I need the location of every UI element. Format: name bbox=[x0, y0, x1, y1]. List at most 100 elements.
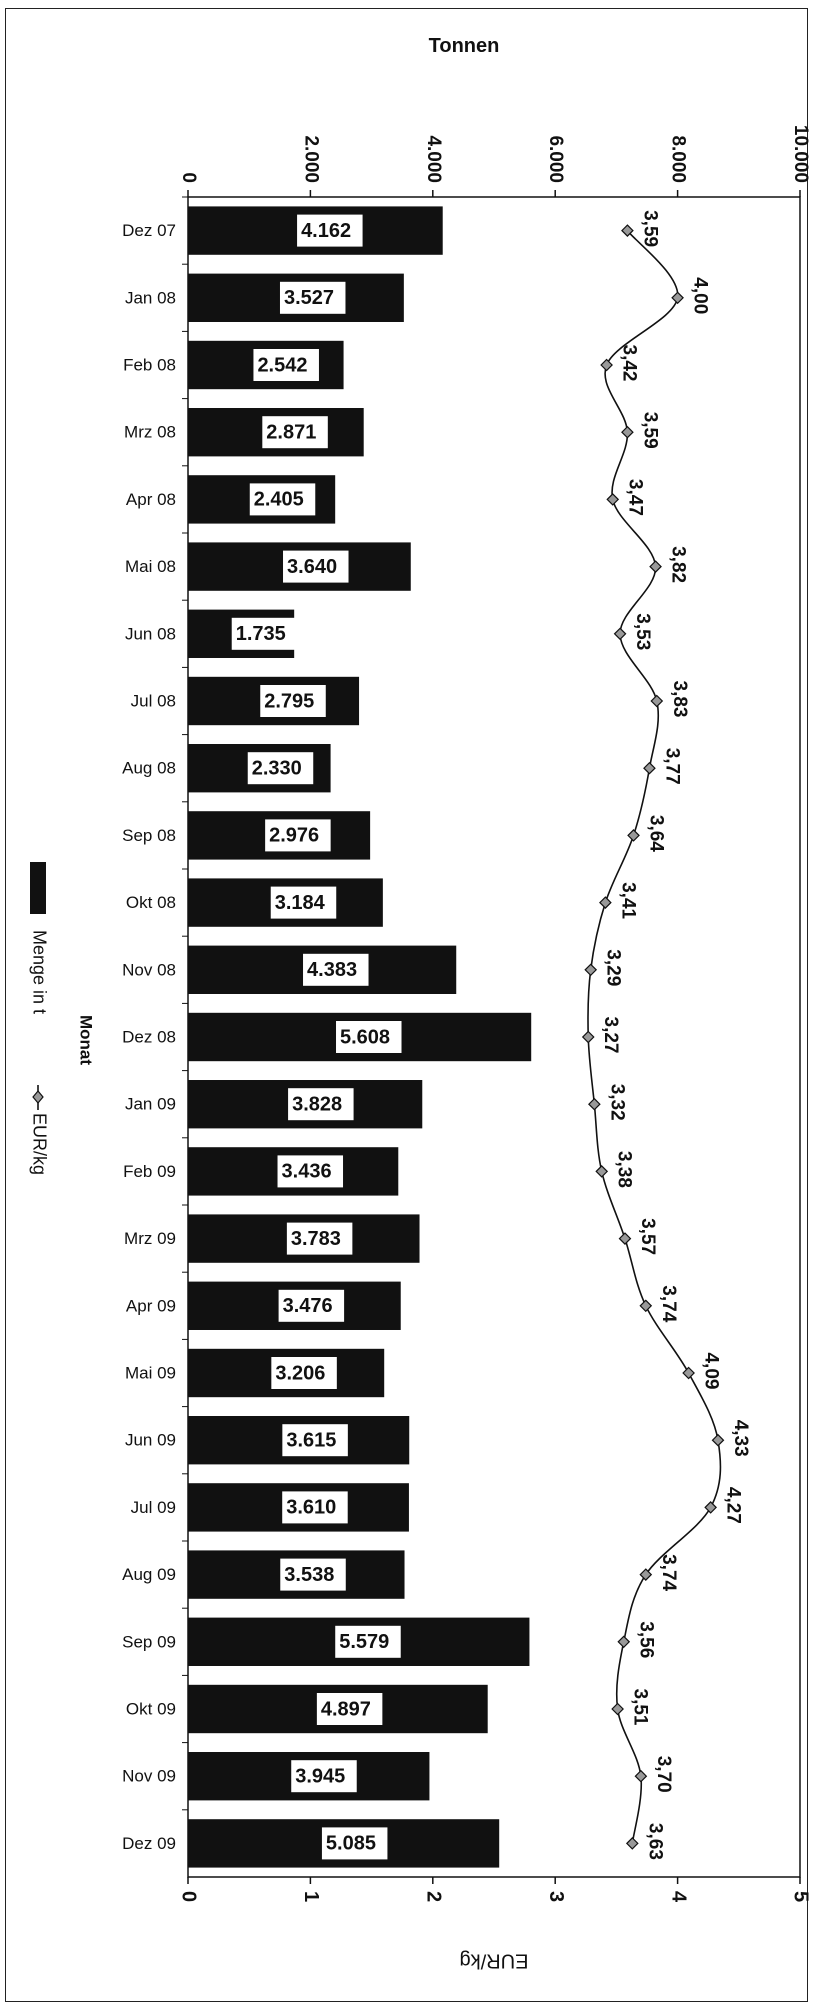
bar-value-label: 5.579 bbox=[339, 1631, 389, 1653]
bottom-axis-title: EUR/kg bbox=[460, 1950, 529, 1972]
bottom-axis-tick-label: 1 bbox=[300, 1891, 322, 1902]
bar-value-label: 5.085 bbox=[326, 1833, 376, 1855]
bar-label-background bbox=[283, 550, 349, 583]
category-label: Okt 08 bbox=[126, 893, 176, 912]
bar-value-label: 2.542 bbox=[257, 354, 307, 376]
eur-kg-value-label: 3,56 bbox=[636, 1621, 657, 1658]
category-label: Dez 08 bbox=[122, 1027, 176, 1046]
category-label: Aug 09 bbox=[122, 1565, 176, 1584]
category-label: Mai 08 bbox=[125, 557, 176, 576]
eur-kg-value-label: 3,57 bbox=[637, 1218, 658, 1255]
category-label: Sep 08 bbox=[122, 826, 176, 845]
eur-kg-value-label: 3,82 bbox=[668, 546, 689, 583]
bar-label-background bbox=[282, 1491, 348, 1524]
bar-value-label: 3.184 bbox=[275, 892, 326, 914]
category-label: Jan 08 bbox=[125, 288, 176, 307]
category-label: Nov 09 bbox=[122, 1767, 176, 1786]
category-label: Feb 08 bbox=[123, 355, 176, 374]
eur-kg-value-label: 3,51 bbox=[630, 1689, 651, 1726]
bar-value-label: 3.610 bbox=[286, 1497, 336, 1519]
eur-kg-value-label: 4,33 bbox=[730, 1420, 751, 1457]
bar-value-label: 3.436 bbox=[282, 1161, 332, 1183]
category-label: Jan 09 bbox=[125, 1095, 176, 1114]
bottom-axis-tick-label: 5 bbox=[790, 1891, 812, 1902]
category-label: Mrz 09 bbox=[124, 1229, 176, 1248]
bar-label-background bbox=[321, 1827, 388, 1860]
bar-label-background bbox=[277, 1155, 344, 1188]
bar-value-label: 2.871 bbox=[266, 421, 316, 443]
top-axis-tick-label: 2.000 bbox=[300, 135, 321, 183]
bar-value-label: 5.608 bbox=[340, 1026, 390, 1048]
bar-label-background bbox=[231, 617, 298, 650]
bar-label-background bbox=[291, 1760, 357, 1793]
eur-kg-marker bbox=[588, 1097, 601, 1111]
top-axis-tick-label: 8.000 bbox=[668, 135, 689, 183]
top-axis-title: Tonnen bbox=[429, 35, 500, 57]
eur-kg-value-label: 4,09 bbox=[701, 1353, 722, 1390]
bottom-axis-tick-label: 4 bbox=[667, 1891, 689, 1903]
top-axis-tick-label: 0 bbox=[178, 172, 199, 183]
eur-kg-value-label: 3,47 bbox=[625, 479, 646, 516]
eur-kg-value-label: 4,00 bbox=[690, 277, 711, 314]
bar-value-label: 3.476 bbox=[283, 1295, 333, 1317]
bar-label-background bbox=[278, 1289, 345, 1322]
bar-value-label: 2.976 bbox=[269, 825, 319, 847]
eur-kg-value-label: 3,29 bbox=[603, 949, 624, 986]
eur-kg-value-label: 3,59 bbox=[639, 412, 660, 449]
bar-value-label: 4.383 bbox=[307, 959, 357, 981]
category-label: Nov 08 bbox=[122, 960, 176, 979]
bottom-axis-tick-label: 3 bbox=[545, 1891, 567, 1902]
eur-kg-value-label: 3,38 bbox=[614, 1151, 635, 1188]
category-label: Okt 09 bbox=[126, 1699, 176, 1718]
top-axis-tick-label: 10.000 bbox=[790, 125, 811, 183]
category-label: Jul 09 bbox=[131, 1498, 176, 1517]
bottom-axis-tick-label: 0 bbox=[178, 1891, 200, 1902]
eur-kg-value-label: 3,27 bbox=[600, 1017, 621, 1054]
legend-line-marker bbox=[32, 1090, 44, 1104]
category-label: Jul 08 bbox=[131, 691, 176, 710]
bar-value-label: 3.615 bbox=[286, 1429, 336, 1451]
bar-value-label: 3.640 bbox=[287, 556, 337, 578]
bar-label-background bbox=[303, 953, 369, 986]
eur-kg-marker bbox=[671, 291, 684, 305]
eur-kg-value-label: 3,64 bbox=[646, 815, 667, 852]
eur-kg-marker bbox=[611, 1702, 624, 1716]
bar-label-background bbox=[336, 1021, 402, 1053]
category-label: Jun 08 bbox=[125, 624, 176, 643]
eur-kg-value-label: 3,70 bbox=[653, 1756, 674, 1793]
bar-value-label: 3.527 bbox=[284, 287, 334, 309]
bar-value-label: 3.828 bbox=[292, 1093, 342, 1115]
legend-label-bars: Menge in t bbox=[29, 930, 49, 1014]
eur-kg-value-label: 4,27 bbox=[723, 1487, 744, 1524]
eur-kg-marker bbox=[649, 560, 662, 573]
eur-kg-marker bbox=[600, 358, 613, 372]
eur-kg-value-label: 3,32 bbox=[606, 1084, 627, 1121]
chart-frame bbox=[5, 8, 808, 2002]
top-axis-tick-label: 4.000 bbox=[423, 135, 444, 183]
bar-value-label: 3.945 bbox=[295, 1765, 345, 1787]
bar-value-label: 3.206 bbox=[275, 1362, 325, 1384]
bar-value-label: 2.405 bbox=[254, 489, 304, 511]
eur-kg-marker bbox=[613, 627, 627, 641]
bar-label-background bbox=[262, 416, 328, 449]
bar-value-label: 1.735 bbox=[236, 623, 286, 645]
bar-value-label: 3.783 bbox=[291, 1228, 341, 1250]
category-label: Dez 09 bbox=[122, 1834, 176, 1853]
eur-kg-marker bbox=[634, 1769, 648, 1783]
bar-label-background bbox=[270, 886, 337, 919]
legend-bar-swatch bbox=[30, 862, 46, 914]
category-label: Mai 09 bbox=[125, 1363, 176, 1382]
bar-label-background bbox=[297, 214, 363, 247]
bar-value-label: 2.330 bbox=[252, 757, 302, 779]
bar-label-background bbox=[316, 1693, 383, 1725]
bar-label-background bbox=[282, 1424, 348, 1457]
eur-kg-marker bbox=[595, 1165, 609, 1178]
bar-label-background bbox=[247, 752, 314, 785]
eur-kg-value-label: 3,42 bbox=[619, 345, 640, 382]
legend-label-line: EUR/kg bbox=[29, 1113, 49, 1175]
eur-kg-marker bbox=[711, 1433, 725, 1447]
eur-kg-marker bbox=[621, 425, 634, 439]
category-label: Jun 09 bbox=[125, 1431, 176, 1450]
bar-value-label: 4.162 bbox=[301, 220, 351, 242]
